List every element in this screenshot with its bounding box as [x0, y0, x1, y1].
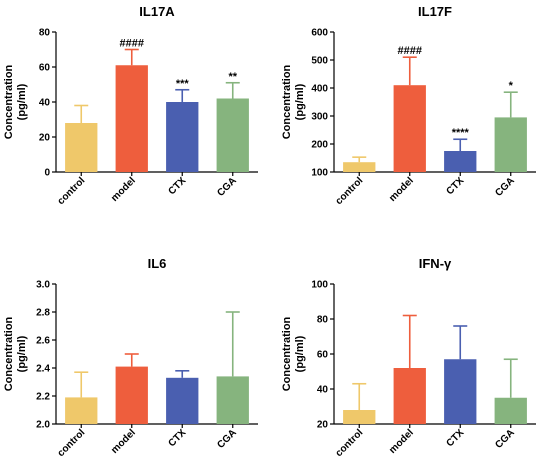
y-tick-label: 100: [311, 280, 328, 291]
y-tick-label: 300: [311, 112, 328, 123]
y-tick-label: 400: [311, 84, 328, 95]
y-tick-label: 200: [311, 140, 328, 151]
y-tick-label: 20: [317, 420, 329, 431]
y-tick-label: 2.4: [36, 364, 50, 375]
y-tick-label: 2.6: [36, 336, 50, 347]
chart-title: IL17F: [418, 4, 452, 19]
y-tick-label: 80: [39, 28, 51, 39]
bar-control: [343, 410, 376, 424]
chart-panel-0: IL17A Concentration(pg/ml) 0 20 40 60 80 contro…: [3, 4, 258, 207]
x-tick-label-CGA: CGA: [215, 427, 239, 451]
bar-model: [393, 85, 426, 172]
significance-CGA: **: [228, 71, 237, 83]
y-tick-label: 500: [311, 56, 328, 67]
significance-CTX: ***: [176, 78, 190, 90]
bar-control: [65, 123, 98, 172]
y-tick-label: 3.0: [36, 280, 50, 291]
x-tick-label-control: control: [334, 175, 366, 207]
bar-CTX: [166, 102, 199, 172]
x-tick-label-CGA: CGA: [493, 427, 517, 451]
x-tick-label-CGA: CGA: [215, 175, 239, 199]
y-axis-label: Concentration(pg/ml): [281, 64, 306, 139]
x-tick-label-model: model: [387, 175, 416, 204]
significance-CTX: ****: [452, 127, 470, 139]
chart-title: IFN-γ: [419, 256, 452, 271]
y-tick-label: 600: [311, 28, 328, 39]
significance-model: ####: [120, 38, 144, 50]
y-tick-label: 40: [317, 385, 329, 396]
bar-CGA: [216, 376, 249, 424]
significance-CGA: *: [509, 80, 514, 92]
x-tick-label-model: model: [387, 427, 416, 456]
bar-CTX: [444, 359, 477, 424]
bar-model: [115, 65, 148, 172]
y-tick-label: 40: [39, 98, 51, 109]
y-tick-label: 80: [317, 315, 329, 326]
significance-model: ####: [398, 45, 422, 57]
y-tick-label: 0: [44, 168, 50, 179]
x-tick-label-control: control: [56, 175, 88, 207]
x-tick-label-CGA: CGA: [493, 175, 517, 199]
x-tick-label-model: model: [109, 175, 138, 204]
x-tick-label-CTX: CTX: [166, 427, 188, 449]
y-tick-label: 2.8: [36, 308, 50, 319]
y-axis-label: Concentration(pg/ml): [281, 316, 306, 391]
y-tick-label: 2.2: [36, 392, 50, 403]
bar-CTX: [444, 151, 477, 172]
chart-panel-3: IFN-γ Concentration(pg/ml) 20 40 60 80 100 cont…: [281, 256, 536, 459]
bar-control: [343, 162, 376, 172]
y-axis-label: Concentration(pg/ml): [3, 64, 28, 139]
bar-control: [65, 397, 98, 424]
y-tick-label: 100: [311, 168, 328, 179]
x-tick-label-model: model: [109, 427, 138, 456]
chart-title: IL6: [148, 256, 167, 271]
y-tick-label: 60: [39, 63, 51, 74]
y-tick-label: 2.0: [36, 420, 50, 431]
bar-CTX: [166, 377, 199, 424]
chart-title: IL17A: [139, 4, 175, 19]
y-axis-label: Concentration(pg/ml): [3, 316, 28, 391]
bar-CGA: [216, 98, 249, 172]
y-tick-label: 20: [39, 133, 51, 144]
chart-panel-1: IL17F Concentration(pg/ml) 100 200 300 400 500…: [281, 4, 536, 207]
bar-model: [393, 368, 426, 424]
y-tick-label: 60: [317, 350, 329, 361]
bar-CGA: [494, 117, 527, 172]
x-tick-label-CTX: CTX: [166, 175, 188, 197]
bar-model: [115, 366, 148, 424]
x-tick-label-control: control: [334, 427, 366, 459]
x-tick-label-control: control: [56, 427, 88, 459]
chart-panel-2: IL6 Concentration(pg/ml) 2.0 2.2 2.4 2.6 2.8 3.…: [3, 256, 258, 459]
bar-CGA: [494, 397, 527, 424]
x-tick-label-CTX: CTX: [444, 175, 466, 197]
x-tick-label-CTX: CTX: [444, 427, 466, 449]
